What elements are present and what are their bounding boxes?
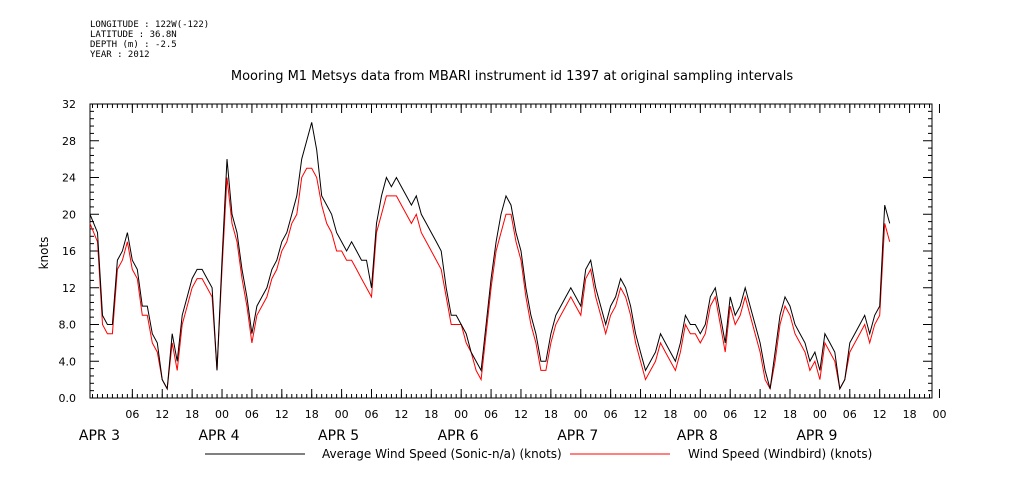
- x-tick-label: 18: [663, 408, 677, 421]
- x-day-label: APR 7: [557, 428, 598, 444]
- x-day-label: APR 5: [318, 428, 359, 444]
- x-tick-label: 00: [693, 408, 707, 421]
- x-day-label: APR 4: [198, 428, 239, 444]
- x-tick-label: 06: [245, 408, 259, 421]
- x-tick-label: 00: [813, 408, 827, 421]
- depth-label: DEPTH (m) : -2.5: [90, 40, 177, 50]
- x-tick-label: 12: [275, 408, 289, 421]
- legend-label-windbird: Wind Speed (Windbird) (knots): [688, 447, 872, 461]
- y-tick-label: 8.0: [59, 319, 77, 332]
- x-tick-label: 12: [394, 408, 408, 421]
- x-day-label: APR 8: [677, 428, 718, 444]
- x-tick-label: 18: [783, 408, 797, 421]
- y-tick-label: 16: [62, 245, 76, 258]
- x-tick-label: 18: [185, 408, 199, 421]
- x-day-label: APR 9: [796, 428, 837, 444]
- y-tick-label: 4.0: [59, 355, 77, 368]
- y-tick-label: 0.0: [59, 392, 77, 405]
- y-tick-label: 20: [62, 208, 76, 221]
- y-tick-label: 24: [62, 172, 76, 185]
- x-tick-label: 18: [424, 408, 438, 421]
- x-tick-label: 06: [843, 408, 857, 421]
- x-tick-label: 06: [484, 408, 498, 421]
- chart-title: Mooring M1 Metsys data from MBARI instru…: [231, 69, 793, 84]
- x-tick-label: 00: [574, 408, 588, 421]
- year-label: YEAR : 2012: [90, 50, 150, 60]
- series-lines: [89, 122, 891, 391]
- x-tick-label: 18: [903, 408, 917, 421]
- y-tick-label: 28: [62, 135, 76, 148]
- x-tick-label: 12: [753, 408, 767, 421]
- x-tick-label: 12: [873, 408, 887, 421]
- x-tick-label: 06: [604, 408, 618, 421]
- longitude-label: LONGITUDE : 122W(-122): [90, 20, 210, 30]
- legend-label-average: Average Wind Speed (Sonic-n/a) (knots): [322, 447, 562, 461]
- series-line-windbird-wind-speed: [89, 167, 891, 391]
- x-tick-label: 06: [364, 408, 378, 421]
- latitude-label: LATITUDE : 36.8N: [90, 30, 177, 40]
- y-tick-label: 12: [62, 282, 76, 295]
- x-tick-label: 18: [305, 408, 319, 421]
- x-day-label: APR 3: [79, 428, 120, 444]
- station-metadata: LONGITUDE : 122W(-122) LATITUDE : 36.8N …: [90, 20, 209, 60]
- x-tick-label: 00: [454, 408, 468, 421]
- x-tick-label: 00: [335, 408, 349, 421]
- x-tick-label: 06: [125, 408, 139, 421]
- axes: 06 12 18 00 06 12 18 00 06 12 18 00 06 12 18 00 06 12 18 00…: [59, 98, 947, 444]
- y-tick-label: 32: [62, 98, 76, 111]
- x-tick-label: 12: [634, 408, 648, 421]
- x-tick-label: 00: [215, 408, 229, 421]
- x-tick-label: 06: [723, 408, 737, 421]
- x-tick-label: 18: [544, 408, 558, 421]
- x-day-label: APR 6: [438, 428, 479, 444]
- series-line-average-wind-speed: [89, 122, 891, 391]
- legend: Average Wind Speed (Sonic-n/a) (knots) W…: [205, 447, 872, 461]
- x-tick-label: 12: [514, 408, 528, 421]
- x-tick-label: 00: [932, 408, 946, 421]
- y-axis-label: knots: [37, 237, 51, 270]
- x-tick-label: 12: [155, 408, 169, 421]
